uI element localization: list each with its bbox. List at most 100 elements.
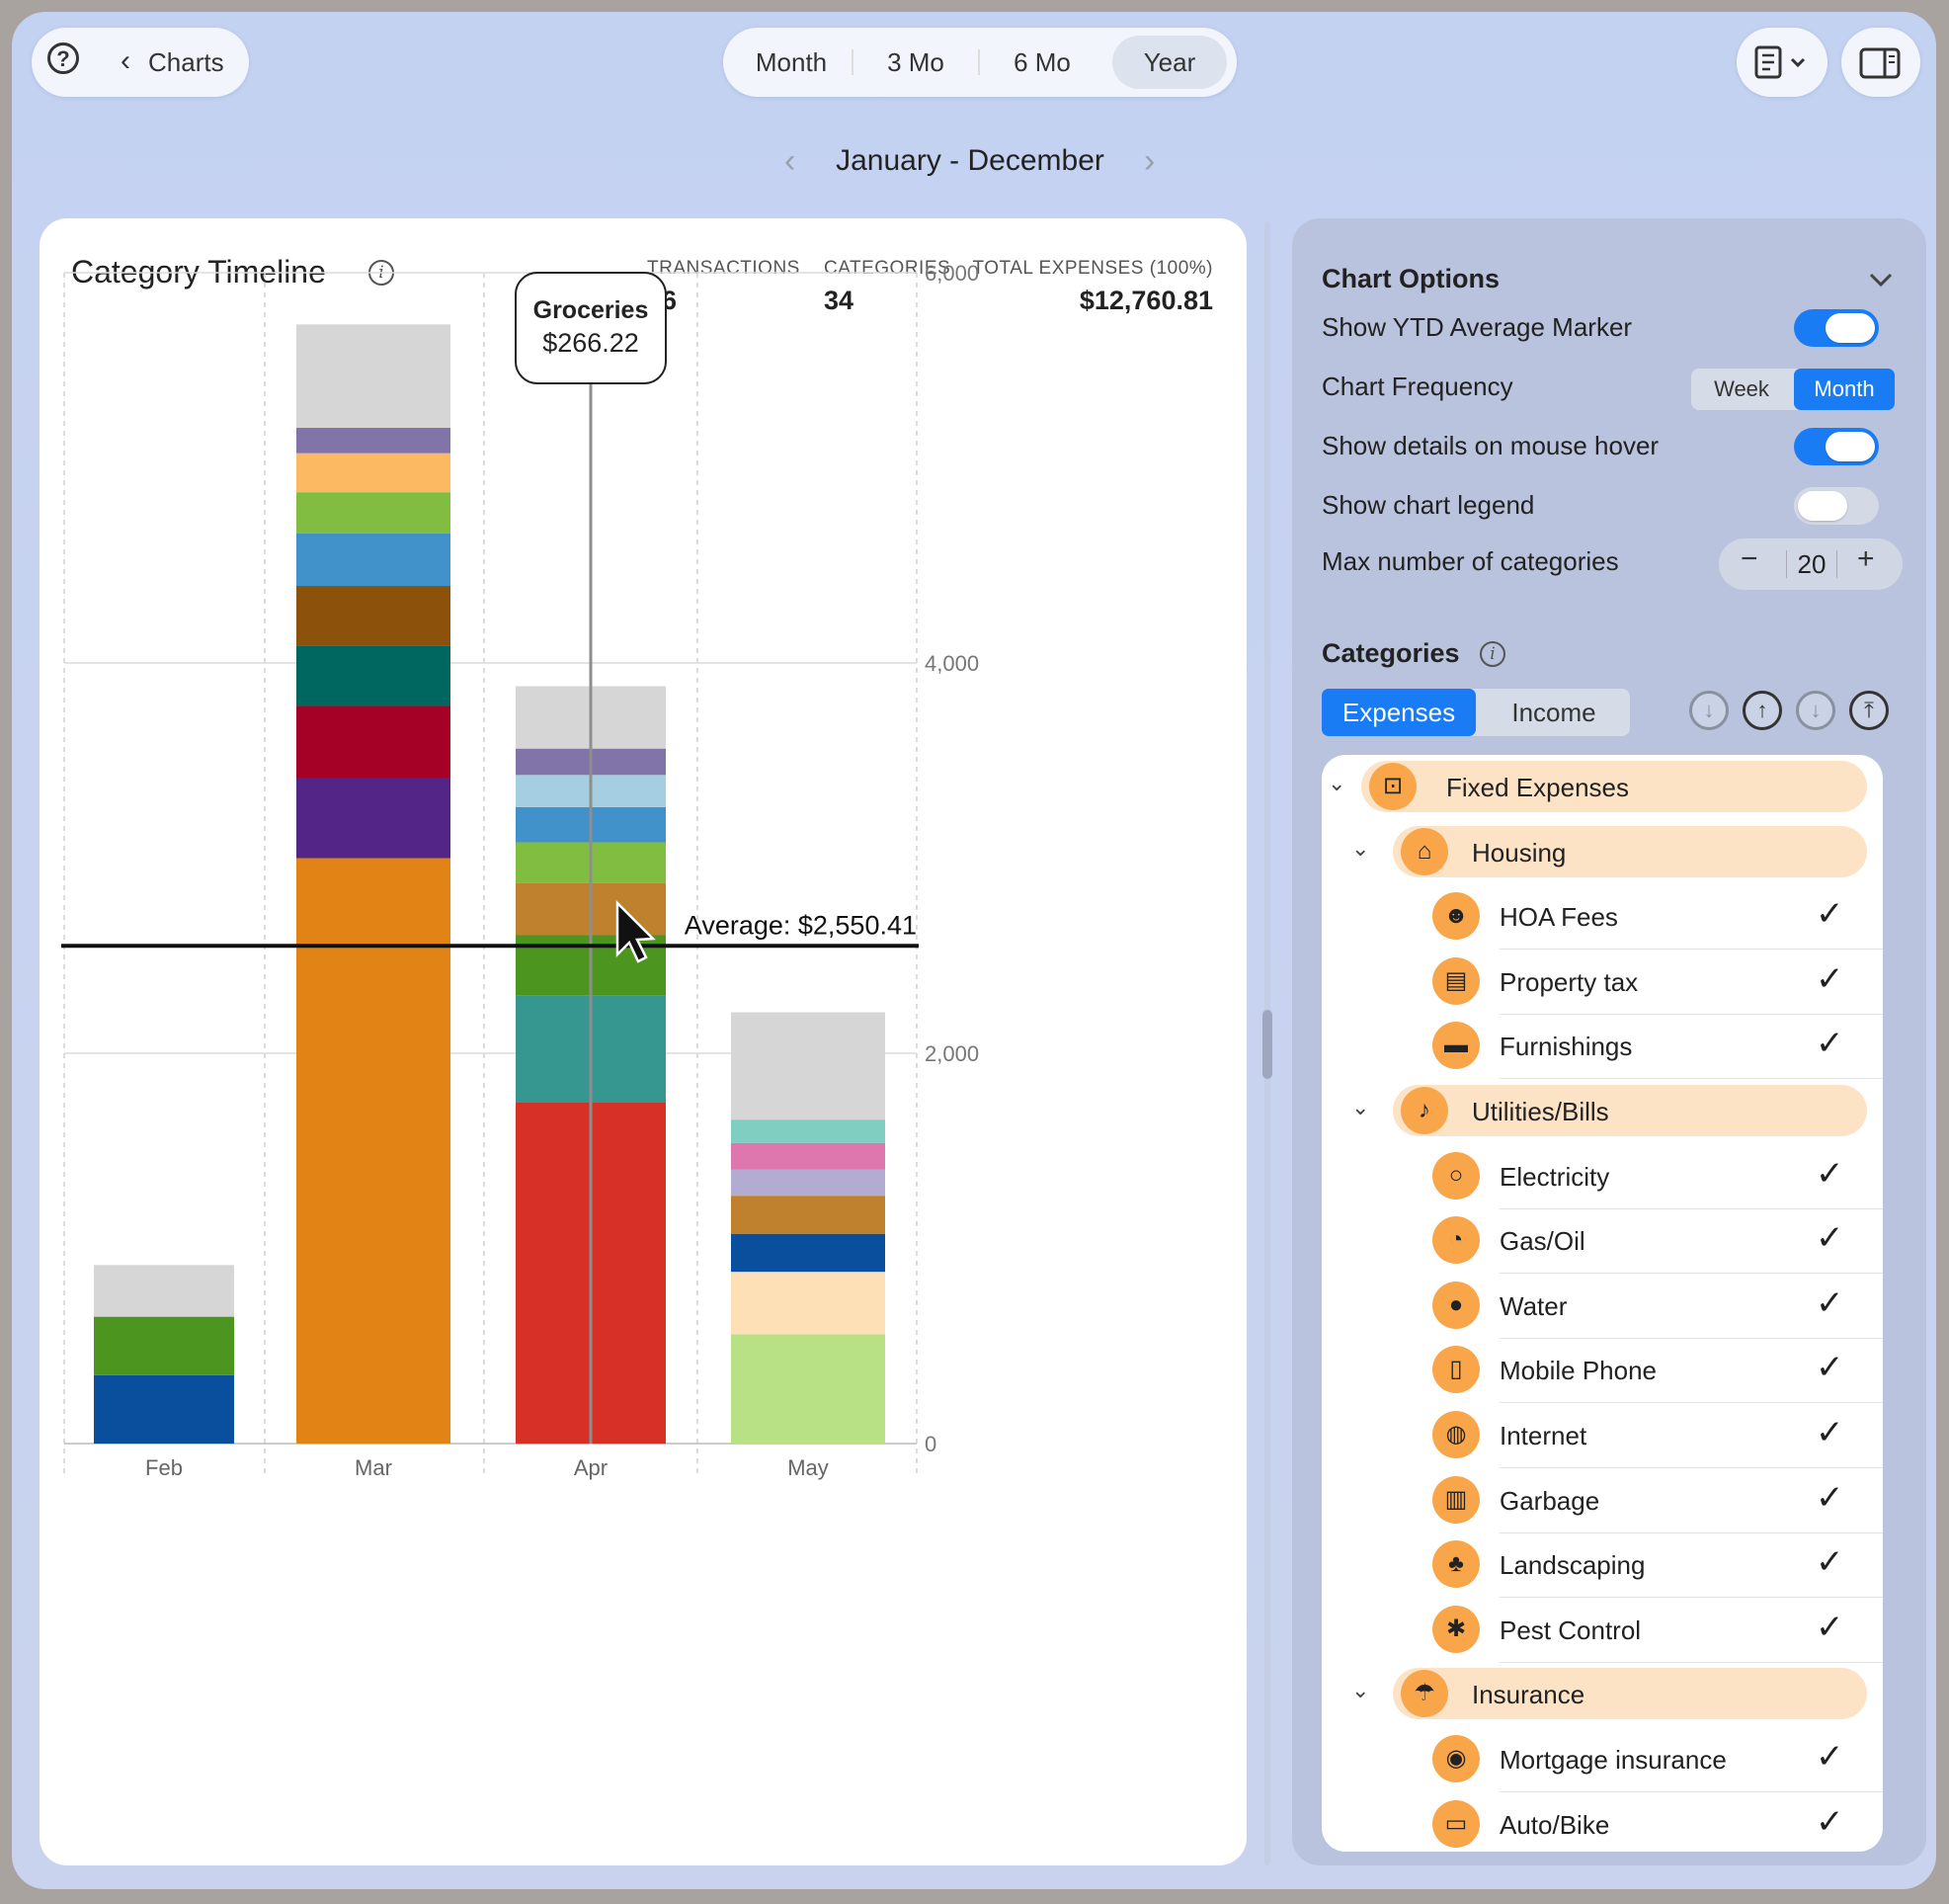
category-row[interactable]: ▬ Furnishings ✓: [1322, 1014, 1883, 1080]
categories-title: Categories: [1322, 638, 1460, 668]
decrement-button[interactable]: −: [1741, 542, 1758, 575]
category-row[interactable]: ◔ Gas/Oil ✓: [1322, 1208, 1883, 1275]
stacked-bar-chart[interactable]: 0 2,000 4,000 6,000 Feb Mar Apr May Average: $2,…: [40, 218, 1247, 1865]
tab-income[interactable]: Income: [1511, 698, 1596, 727]
checkmark-icon[interactable]: ✓: [1816, 1154, 1844, 1193]
category-row[interactable]: ● Water ✓: [1322, 1274, 1883, 1339]
checkmark-icon[interactable]: ✓: [1816, 1025, 1844, 1063]
help-icon[interactable]: ?: [47, 42, 79, 74]
checkmark-icon[interactable]: ✓: [1816, 1283, 1844, 1322]
checkmark-icon[interactable]: ✓: [1816, 1738, 1844, 1776]
toggle-sidebar-button[interactable]: [1841, 28, 1920, 97]
chart-legend-toggle[interactable]: [1794, 487, 1879, 525]
tab-expenses[interactable]: Expenses: [1322, 689, 1476, 736]
bell-icon: ♪: [1401, 1087, 1448, 1134]
back-button[interactable]: Charts: [148, 47, 224, 77]
category-row[interactable]: ▯ Mobile Phone ✓: [1322, 1338, 1883, 1404]
checkmark-icon[interactable]: ✓: [1816, 895, 1844, 934]
expand-all-icon[interactable]: ↓: [1689, 691, 1729, 730]
bar-segment: [296, 645, 450, 706]
segment-divider: [978, 49, 980, 75]
umbrella-icon: ☂: [1401, 1670, 1448, 1718]
category-group-row[interactable]: ⌄ ♪ Utilities/Bills: [1322, 1079, 1883, 1144]
checkmark-icon[interactable]: ✓: [1816, 1608, 1844, 1646]
bar-segment: [731, 1012, 885, 1120]
x-tick-label: Feb: [145, 1455, 183, 1480]
info-icon[interactable]: i: [1480, 641, 1505, 667]
category-group-row[interactable]: ⌄ ⌂ Housing: [1322, 820, 1883, 885]
category-row[interactable]: ▭ Auto/Bike ✓: [1322, 1792, 1883, 1852]
category-label: Water: [1500, 1290, 1568, 1321]
chevron-down-icon[interactable]: ⌄: [1328, 771, 1346, 795]
bar-segment: [296, 492, 450, 534]
checkmark-icon[interactable]: ✓: [1816, 1802, 1844, 1841]
max-categories-value[interactable]: 20: [1786, 550, 1837, 578]
category-row[interactable]: ▥ Garbage ✓: [1322, 1468, 1883, 1533]
mortgage-icon: ◉: [1432, 1735, 1480, 1782]
ytd-marker-toggle[interactable]: [1794, 309, 1879, 347]
checkmark-icon[interactable]: ✓: [1816, 1414, 1844, 1451]
category-row[interactable]: ○ Electricity ✓: [1322, 1144, 1883, 1209]
house-icon: ⌂: [1401, 827, 1448, 875]
category-row[interactable]: ◉ Mortgage insurance ✓: [1322, 1727, 1883, 1792]
date-range-label: January - December: [836, 144, 1104, 177]
bar-segment: [296, 585, 450, 646]
clipboard-icon: ▤: [1432, 956, 1480, 1005]
x-tick-label: Apr: [574, 1455, 608, 1480]
frequency-week[interactable]: Week: [1714, 376, 1769, 401]
frequency-month[interactable]: Month: [1794, 369, 1895, 410]
checkmark-icon[interactable]: ✓: [1816, 1478, 1844, 1517]
split-handle[interactable]: [1262, 1010, 1272, 1079]
segment-6mo[interactable]: 6 Mo: [1014, 47, 1071, 77]
chevron-right-icon[interactable]: ›: [1144, 142, 1156, 180]
stat-total-expenses: TOTAL EXPENSES (100%) $12,760.81: [968, 258, 1213, 316]
max-categories-label: Max number of categories: [1322, 546, 1619, 576]
increment-button[interactable]: +: [1857, 542, 1875, 575]
move-up-icon[interactable]: ↑: [1743, 691, 1782, 730]
segment-year[interactable]: Year: [1112, 36, 1227, 89]
checkmark-icon[interactable]: ✓: [1816, 1349, 1844, 1387]
checkmark-icon[interactable]: ✓: [1816, 1543, 1844, 1582]
tooltip-box: [515, 272, 667, 384]
chevron-left-icon[interactable]: ‹: [784, 142, 796, 180]
category-label: Electricity: [1500, 1161, 1610, 1192]
options-panel: Chart Options Show YTD Average Marker Ch…: [1292, 218, 1926, 1865]
categories-list[interactable]: ⌄ ⊡ Fixed Expenses ⌄ ⌂ Housing ☻ HOA Fees ✓ ▤ Prop…: [1322, 755, 1883, 1852]
checkmark-icon[interactable]: ✓: [1816, 959, 1844, 998]
category-group-row[interactable]: ⌄ ⊡ Fixed Expenses: [1322, 755, 1883, 820]
segment-month[interactable]: Month: [755, 47, 828, 77]
bug-icon: ✱: [1432, 1605, 1480, 1653]
move-top-icon[interactable]: ⤒: [1849, 691, 1889, 730]
checkmark-icon[interactable]: ✓: [1816, 1219, 1844, 1258]
tooltip-title: Groceries: [533, 296, 649, 324]
chevron-down-icon[interactable]: [1867, 270, 1895, 290]
category-row[interactable]: ☻ HOA Fees ✓: [1322, 884, 1883, 951]
move-down-icon[interactable]: ↓: [1796, 691, 1835, 730]
chevron-down-icon[interactable]: ⌄: [1351, 1095, 1370, 1119]
category-label: Garbage: [1500, 1485, 1600, 1516]
ytd-marker-label: Show YTD Average Marker: [1322, 312, 1633, 342]
y-tick-label: 4,000: [925, 651, 979, 676]
gauge-icon: ◔: [1432, 1216, 1480, 1265]
category-label: Insurance: [1472, 1680, 1585, 1710]
bar-segment: [731, 1233, 885, 1273]
category-group-row[interactable]: ⌄ ☂ Insurance: [1322, 1662, 1883, 1727]
hover-details-toggle[interactable]: [1794, 428, 1879, 465]
app-window: ? ‹ Charts Month 3 Mo 6 Mo Year ‹ Januar…: [12, 12, 1936, 1889]
category-row[interactable]: ♣ Landscaping ✓: [1322, 1532, 1883, 1599]
card-title: Category Timeline: [71, 254, 326, 290]
segment-3mo[interactable]: 3 Mo: [887, 47, 944, 77]
category-row[interactable]: ✱ Pest Control ✓: [1322, 1598, 1883, 1663]
chevron-left-icon[interactable]: ‹: [121, 44, 130, 77]
chart-legend-label: Show chart legend: [1322, 490, 1535, 520]
report-menu-button[interactable]: [1737, 28, 1827, 97]
chevron-down-icon[interactable]: ⌄: [1351, 1678, 1370, 1703]
category-row[interactable]: ◍ Internet ✓: [1322, 1403, 1883, 1468]
category-label: Auto/Bike: [1500, 1809, 1610, 1840]
category-row[interactable]: ▤ Property tax ✓: [1322, 950, 1883, 1015]
category-label: Housing: [1472, 837, 1567, 868]
row-divider: [1500, 949, 1883, 951]
stat-label: TOTAL EXPENSES (100%): [972, 258, 1213, 279]
toggle-knob: [1826, 313, 1875, 343]
chevron-down-icon[interactable]: ⌄: [1351, 835, 1370, 861]
